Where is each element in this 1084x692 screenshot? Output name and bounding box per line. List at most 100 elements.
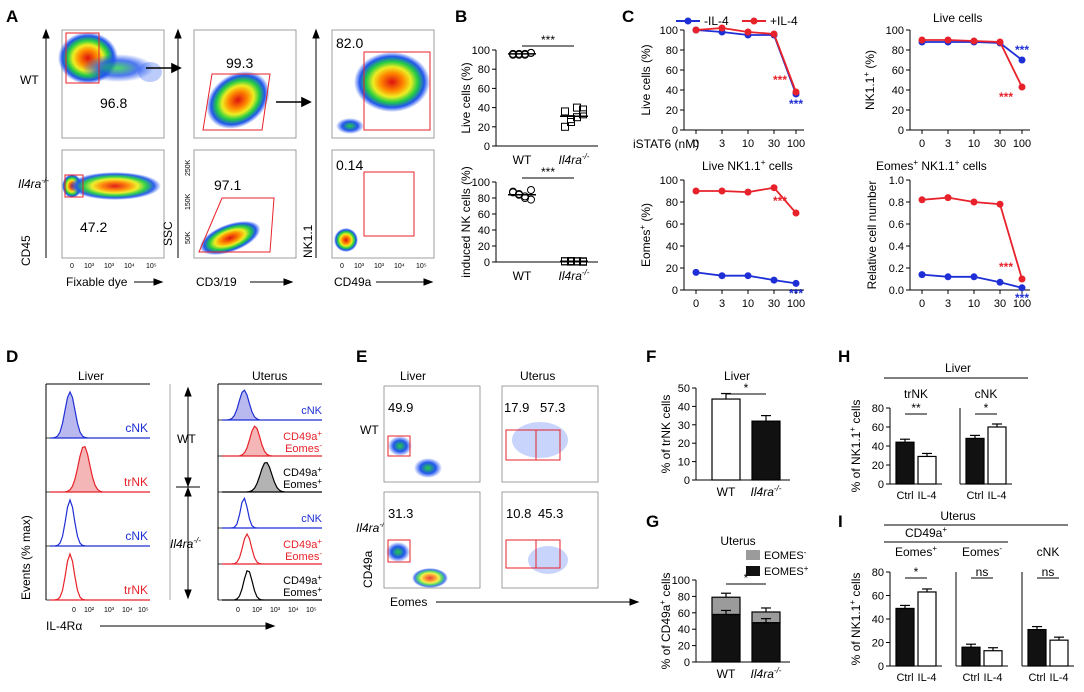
row-label-ko: Il4ra-/- xyxy=(18,176,49,191)
C3-point-plus xyxy=(744,188,752,196)
C1-x-tick-label: 3 xyxy=(719,138,725,150)
panel-label-A: A xyxy=(6,7,18,26)
F-cat-ko: Il4ra-/- xyxy=(751,484,782,499)
gate-value-r2c1: 47.2 xyxy=(80,219,107,235)
B_bottom-cat-wt: WT xyxy=(513,269,532,283)
panel-label-G: G xyxy=(646,512,659,531)
C3-point-minus xyxy=(718,272,726,280)
flow-plot-r1c2: 99.3 xyxy=(193,29,297,139)
C4-point-minus xyxy=(918,271,926,279)
H-bar-1-0 xyxy=(965,437,985,485)
I-bar-2-1 xyxy=(1049,639,1069,667)
B_top-point-ko xyxy=(561,122,569,131)
chart-c2: 0 20 40 60 80 100 0 3 10 30 100 *** *** NK1.1+ (%) xyxy=(862,25,1031,150)
C2-y-tick-label: 80 xyxy=(892,45,904,57)
d-uterus-histograms: cNKCD49a+Eomes-CD49a+Eomes+cNKCD49a+Eome… xyxy=(218,389,323,601)
C3-x-tick-label: 10 xyxy=(742,298,754,310)
chart-b-top: 0 20 40 60 80 100 Live cells (%) WT Il4ra-/- *** xyxy=(459,33,598,167)
C2-point-plus xyxy=(970,37,978,45)
d-title-liver: Liver xyxy=(78,369,104,383)
svg-text:10³: 10³ xyxy=(84,263,95,270)
H-bar-0-0 xyxy=(895,441,915,485)
a-xlabel-fixable-dye: Fixable dye xyxy=(66,275,128,289)
d-uterus-label-9: Eomes+ xyxy=(283,585,322,599)
gate-value-r1c3: 82.0 xyxy=(336,35,363,51)
a-ssc-tick-150k: 150K xyxy=(185,193,192,210)
I-title: Uterus xyxy=(940,509,975,523)
d-x-arrow xyxy=(100,622,276,630)
C4-sig-red: *** xyxy=(999,260,1013,274)
panel-label-C: C xyxy=(622,7,634,26)
C2-y-tick-label: 100 xyxy=(886,25,904,37)
e-plot-ko-liver: 31.3 xyxy=(383,491,481,589)
d-x-ticks: 0 10² 10³ 10⁴ 10⁵ 0 10² 10³ 10⁴ 10⁵ xyxy=(72,607,317,614)
F-title: Liver xyxy=(724,369,750,383)
B_top-point-wt xyxy=(515,50,523,59)
d-group-wt: WT xyxy=(177,432,196,446)
H-group-1: cNK xyxy=(975,387,998,401)
svg-text:10⁴: 10⁴ xyxy=(288,607,299,614)
C4-point-plus xyxy=(918,196,926,204)
B_bottom-y-tick-label: 60 xyxy=(478,209,490,221)
d-liver-histogram-0 xyxy=(49,390,150,439)
C3-y-tick-label: 40 xyxy=(666,241,678,253)
C4-point-plus xyxy=(996,200,1004,208)
svg-text:10⁵: 10⁵ xyxy=(306,607,317,614)
C4-point-plus xyxy=(944,194,952,202)
gate-value-r2c3: 0.14 xyxy=(336,157,363,173)
d-liver-histogram-1 xyxy=(50,445,150,493)
I-subtitle: CD49a+ xyxy=(905,525,947,540)
B_top-cat-wt: WT xyxy=(513,153,532,167)
d-xlabel-il4ra: IL-4Rα xyxy=(46,619,82,633)
I-cat-2-1: IL-4 xyxy=(1050,672,1069,684)
e-plot-wt-uterus: 17.9 57.3 xyxy=(501,385,599,483)
d-uterus-label-3: CD49a+ xyxy=(283,465,322,479)
C3-point-plus xyxy=(770,184,778,192)
a-ylabel-cd45: CD45 xyxy=(19,235,33,266)
a-x-ticks: 0 10³ 10³ 10⁴ 10⁵ 0 10³ 10³ 10⁴ 10⁵ xyxy=(70,263,427,270)
row-label-wt: WT xyxy=(20,73,39,87)
e-title-liver: Liver xyxy=(400,369,426,383)
svg-text:10³: 10³ xyxy=(104,607,115,614)
svg-text:10³: 10³ xyxy=(270,607,281,614)
I-cat-1-1: IL-4 xyxy=(984,672,1003,684)
B_top-y-tick-label: 20 xyxy=(478,122,490,134)
panel-a-flow-plots: WT Il4ra-/- 96.8 47.2 99.3 xyxy=(18,28,435,289)
d-uterus-label-0: cNK xyxy=(301,405,322,417)
B_top-y-tick-label: 80 xyxy=(478,64,490,76)
chart-i: Uterus CD49a+ 0 20 40 60 80 % of NK1.1+ cells Ct… xyxy=(848,509,1074,684)
C4-y-tick-label: 0.4 xyxy=(889,241,904,253)
B_bottom-point-wt xyxy=(527,186,535,194)
panel-label-E: E xyxy=(356,347,367,366)
d-uterus-histogram-3 xyxy=(222,496,322,529)
chart-f: 0 10 20 30 40 50 % of trNK cells WT Il4ra-/- Live… xyxy=(659,369,790,499)
B_bottom-point-wt xyxy=(527,195,535,204)
B_top-y-tick-label: 0 xyxy=(484,141,490,153)
C4-y-tick-label: 0.6 xyxy=(889,219,904,231)
B_top-point-ko xyxy=(561,107,569,116)
C3-point-plus xyxy=(692,187,700,195)
panel-c-lines: -IL-4 +IL-4 Live cells Live NK1.1+ cells… xyxy=(633,11,1031,310)
C3-point-minus xyxy=(770,276,778,284)
C4-point-minus xyxy=(996,278,1004,286)
d-uterus-histogram-5 xyxy=(222,570,322,601)
C4-x-tick-label: 0 xyxy=(919,298,925,310)
C2-x-tick-label: 10 xyxy=(968,138,980,150)
G-y-tick-label: 80 xyxy=(678,591,690,603)
I-sig-1: ns xyxy=(976,565,989,579)
C2-ylabel: NK1.1+ (%) xyxy=(862,50,877,110)
e-x-arrow xyxy=(436,598,640,606)
C1-point-plus xyxy=(744,28,752,36)
panel-label-I: I xyxy=(838,512,843,531)
chart-c4: 0.00.20.40.60.81.00 3 10 30 100******Relativ… xyxy=(865,175,1031,310)
C1-sig-red: *** xyxy=(773,73,787,87)
chart-h: Liver 0 20 40 60 80 % of NK1.1+ cells Ctrl IL-4 t… xyxy=(848,361,1028,502)
d-liver-histogram-3 xyxy=(50,552,150,601)
H-y-tick-label: 60 xyxy=(872,422,884,434)
G-sig: * xyxy=(744,571,749,585)
I-group-0: Eomes+ xyxy=(895,544,937,559)
C3-point-minus xyxy=(692,268,700,276)
C2-y-tick-label: 40 xyxy=(892,85,904,97)
C2-point-plus xyxy=(944,36,952,44)
